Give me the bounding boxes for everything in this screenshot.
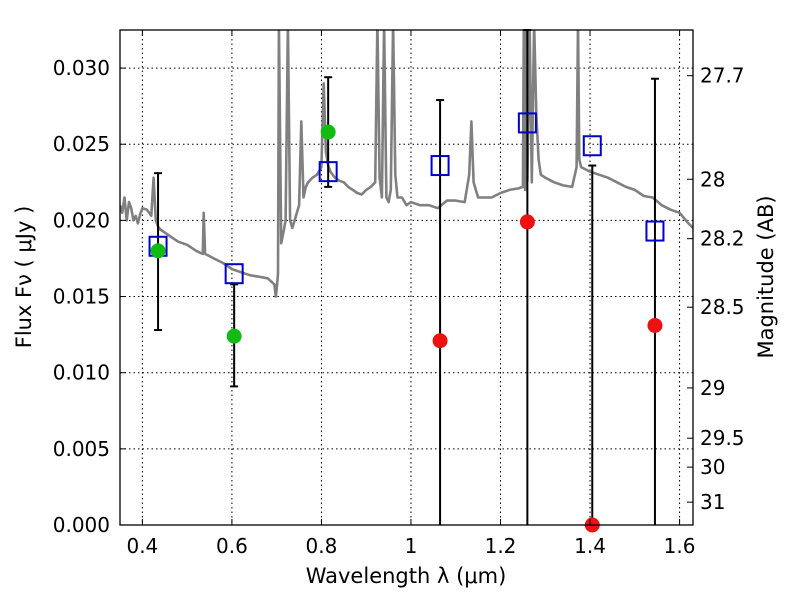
detection-point	[320, 124, 336, 140]
mag-tick-label: 30	[700, 455, 725, 479]
spectrum-line	[120, 30, 693, 298]
y2-axis-label: Magnitude (AB)	[754, 195, 778, 358]
x-tick-label: 1.6	[664, 534, 696, 558]
markers	[148, 112, 665, 533]
model-square-marker	[645, 220, 665, 242]
y-tick-label: 0.025	[53, 132, 110, 156]
upper-limit-point	[519, 214, 535, 230]
y-tick-label: 0.000	[53, 513, 110, 537]
y-tick-label: 0.010	[53, 361, 110, 385]
plot-background	[120, 30, 693, 525]
x-tick-label: 0.4	[126, 534, 158, 558]
model-square-marker	[430, 155, 450, 177]
model-square-marker	[517, 112, 537, 134]
detection-point	[150, 243, 166, 259]
mag-tick-label: 28	[700, 167, 725, 191]
x-tick-label: 1.4	[574, 534, 606, 558]
data-area	[120, 30, 693, 298]
mag-tick-label: 27.7	[700, 64, 745, 88]
x-axis-label: Wavelength λ (μm)	[306, 564, 507, 588]
y-tick-label: 0.005	[53, 437, 110, 461]
axis-ticks: 0.4 0.6 0.8 1 1.2 1.4 1.6 0.000 0.005 0.010 0.015 0…	[53, 30, 745, 558]
x-tick-label: 0.6	[216, 534, 248, 558]
x-tick-label: 1.2	[485, 534, 517, 558]
mag-tick-label: 28.2	[700, 227, 745, 251]
upper-limit-point	[432, 333, 448, 349]
y-axis-label: Flux Fν ( μJy )	[12, 206, 36, 349]
mag-tick-label: 29.5	[700, 426, 745, 450]
model-square-marker	[318, 161, 338, 183]
y-tick-label: 0.020	[53, 208, 110, 232]
mag-tick-label: 31	[700, 490, 725, 514]
plot-frame	[119, 29, 694, 526]
x-tick-label: 0.8	[306, 534, 338, 558]
upper-limit-point	[647, 317, 663, 333]
mag-tick-label: 29	[700, 376, 725, 400]
y-tick-label: 0.015	[53, 285, 110, 309]
detection-point	[226, 328, 242, 344]
model-square-marker	[582, 135, 602, 157]
y-tick-label: 0.030	[53, 56, 110, 80]
model-square-marker	[224, 263, 244, 285]
mag-tick-label: 28.5	[700, 295, 745, 319]
x-tick-label: 1	[405, 534, 418, 558]
